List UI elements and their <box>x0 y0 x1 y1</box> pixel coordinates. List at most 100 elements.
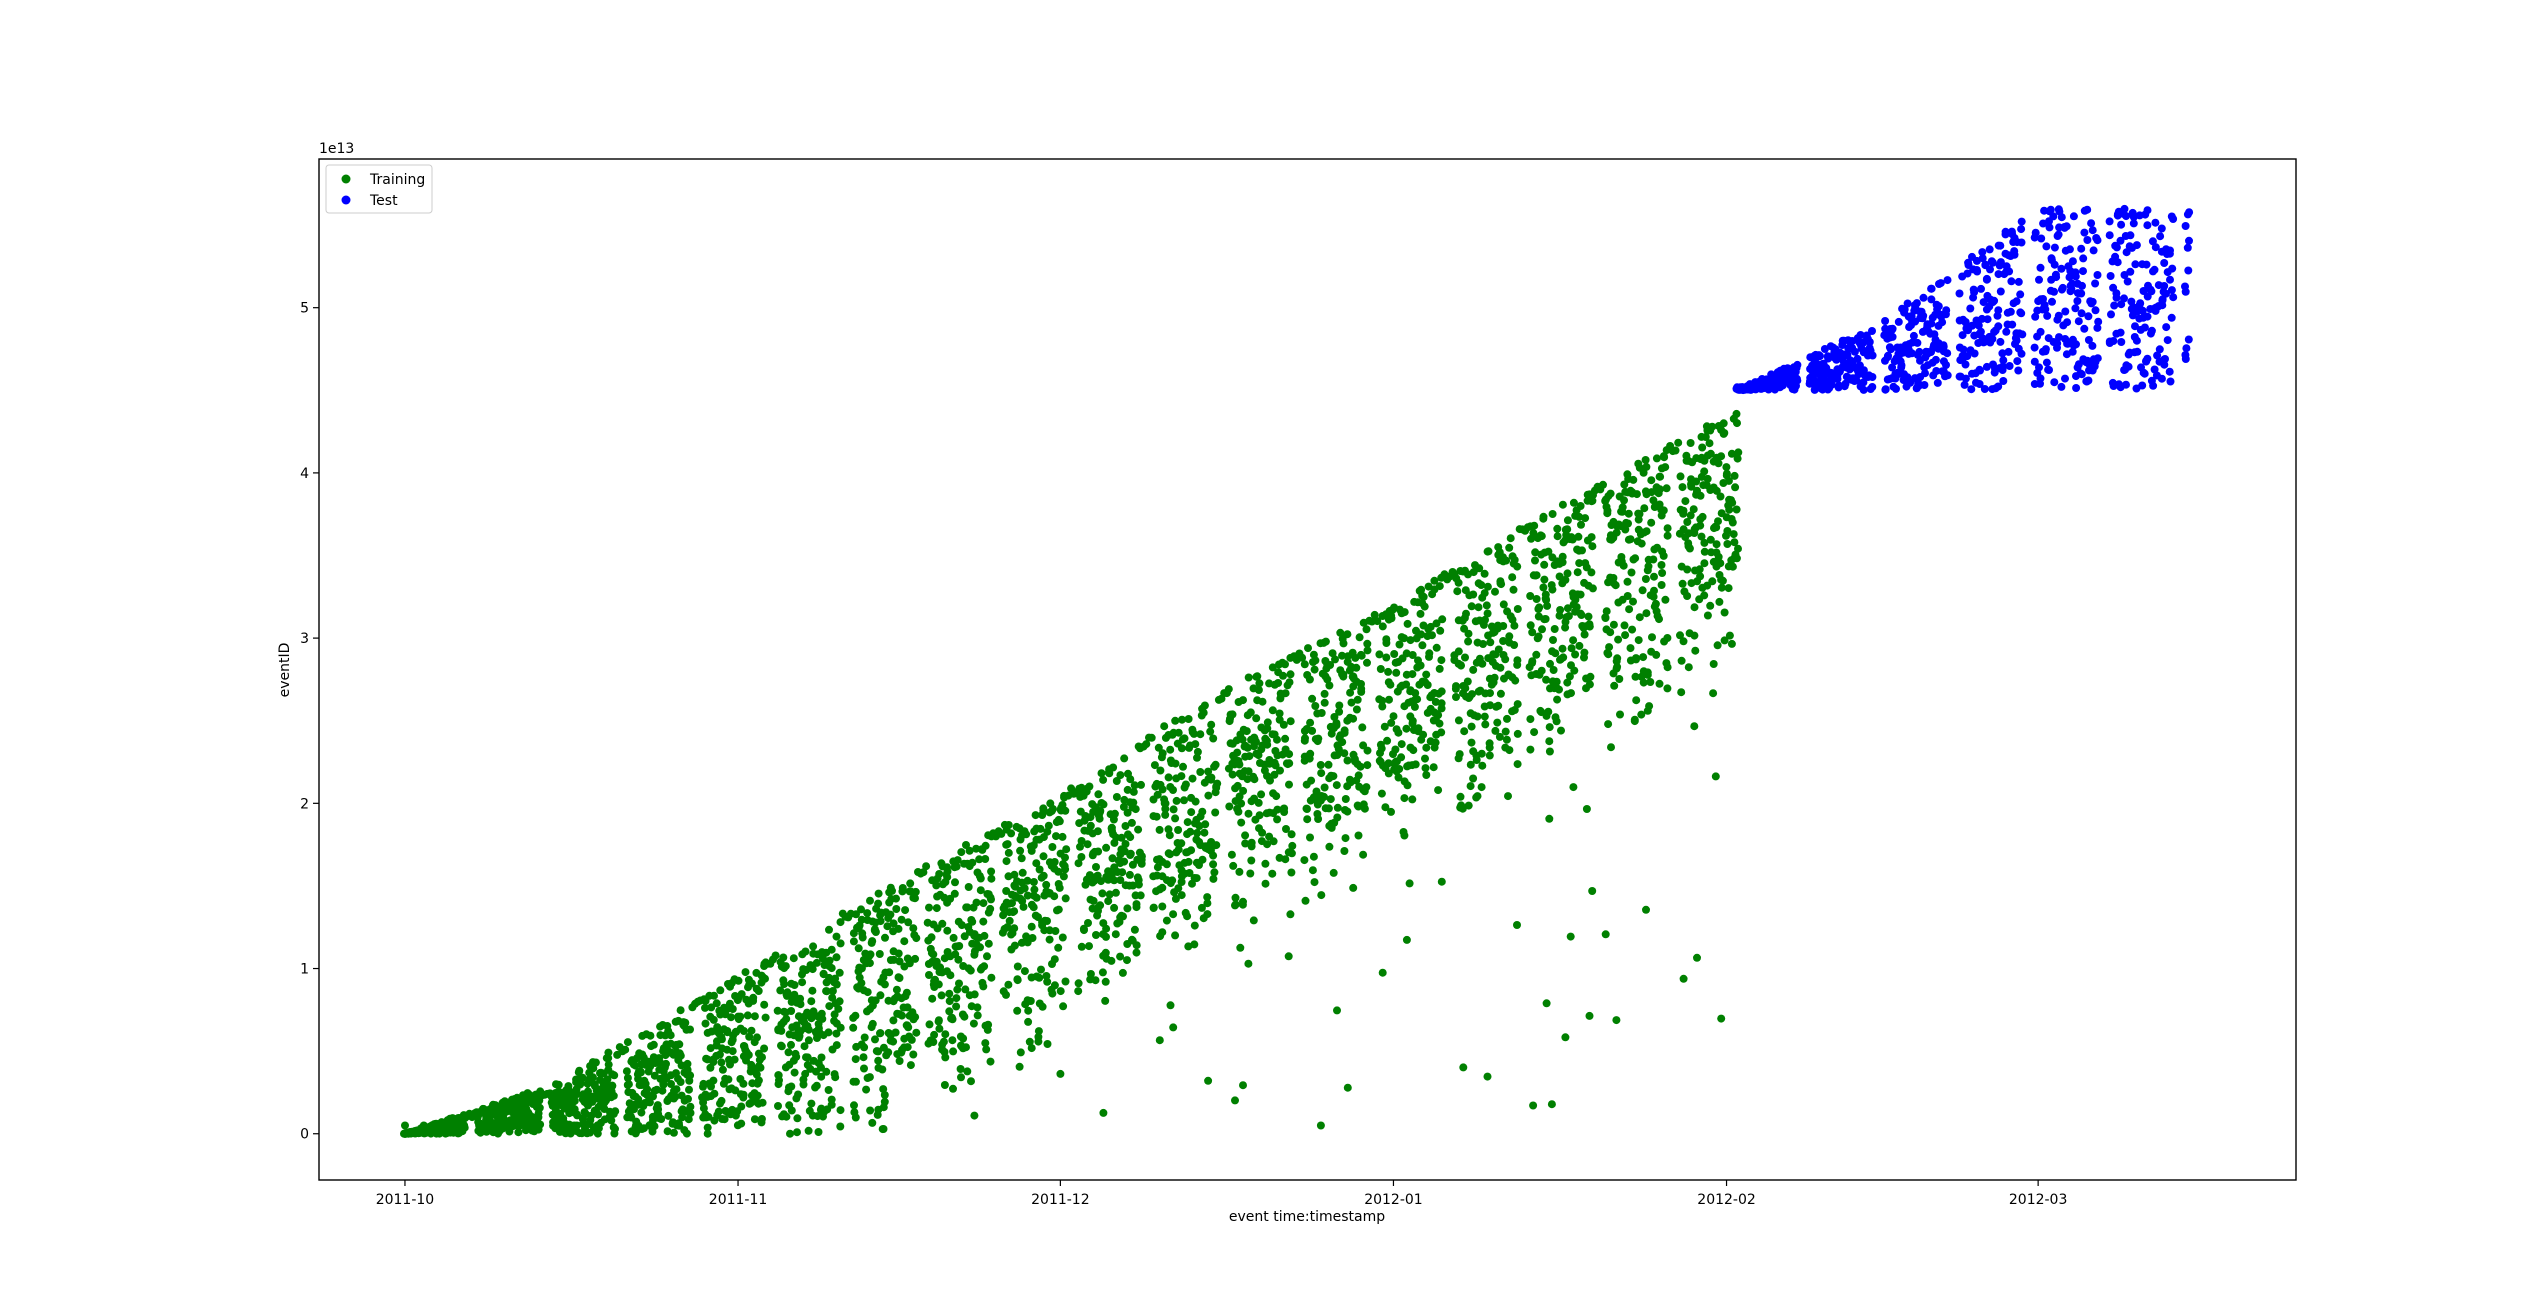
y-tick-label: 5 <box>300 301 309 317</box>
training-point <box>1023 891 1032 900</box>
training-point <box>1403 781 1412 790</box>
test-point <box>1994 382 2003 391</box>
training-point <box>1236 943 1245 952</box>
training-point <box>1184 857 1193 866</box>
training-point <box>895 957 904 966</box>
training-point <box>1252 672 1261 681</box>
training-point <box>1032 893 1041 902</box>
training-point <box>1244 673 1253 682</box>
training-point <box>874 899 883 908</box>
training-point <box>1640 504 1649 513</box>
test-point <box>2122 380 2130 389</box>
training-point <box>1373 617 1382 626</box>
training-point <box>1111 930 1120 939</box>
training-point <box>1724 584 1733 593</box>
training-point <box>1545 747 1554 756</box>
training-point <box>1714 517 1722 526</box>
training-point <box>803 1022 812 1030</box>
training-series <box>400 409 1743 1138</box>
training-point <box>905 959 914 968</box>
training-point <box>1110 903 1119 912</box>
training-point <box>1613 654 1622 663</box>
training-point <box>1625 605 1634 614</box>
training-point <box>1733 419 1741 428</box>
training-point <box>1541 594 1550 603</box>
test-point <box>2077 309 2086 318</box>
training-point <box>868 1019 877 1028</box>
training-point <box>798 978 807 987</box>
training-point <box>1059 872 1068 881</box>
training-point <box>897 1011 906 1020</box>
training-point <box>911 894 919 903</box>
training-point <box>1717 1014 1726 1023</box>
test-point <box>1865 338 1874 346</box>
training-point <box>1422 670 1431 679</box>
training-point <box>1723 527 1732 535</box>
training-point <box>851 1113 860 1122</box>
test-point <box>1938 318 1947 327</box>
training-point <box>1196 730 1205 739</box>
training-point <box>1655 615 1663 624</box>
training-point <box>1727 515 1736 523</box>
training-point <box>1054 867 1063 876</box>
training-point <box>1111 888 1120 897</box>
test-point <box>1990 296 1999 305</box>
training-point <box>1270 758 1279 767</box>
test-point <box>2042 242 2051 251</box>
training-point <box>1438 615 1447 624</box>
training-point <box>1681 497 1690 506</box>
training-point <box>1481 720 1490 729</box>
training-point <box>1119 802 1128 811</box>
training-point <box>1434 786 1443 795</box>
training-point <box>1420 602 1429 611</box>
training-point <box>886 910 895 919</box>
training-point <box>1339 639 1348 648</box>
test-point <box>2042 358 2051 367</box>
training-point <box>1395 765 1404 773</box>
training-point <box>1235 867 1244 876</box>
training-point <box>1690 722 1699 731</box>
training-point <box>1601 930 1610 939</box>
test-point <box>1982 274 1991 283</box>
training-point <box>1720 608 1729 617</box>
training-point <box>1531 548 1540 557</box>
training-point <box>1317 709 1326 717</box>
training-point <box>1192 874 1201 883</box>
x-tick-label: 2011-11 <box>709 1192 768 1208</box>
training-point <box>717 1033 726 1042</box>
training-point <box>1581 514 1590 523</box>
test-point <box>2166 377 2175 386</box>
training-point <box>1547 581 1556 590</box>
training-point <box>1730 471 1739 480</box>
training-point <box>1227 850 1236 859</box>
training-point <box>1695 565 1704 574</box>
test-point <box>2138 306 2147 315</box>
training-point <box>1563 604 1572 613</box>
training-point <box>1526 621 1535 630</box>
training-point <box>814 1128 823 1136</box>
training-point <box>1316 761 1325 769</box>
training-point <box>812 958 821 967</box>
training-point <box>1725 631 1734 640</box>
training-point <box>1177 744 1186 753</box>
training-point <box>1400 794 1409 803</box>
training-point <box>1428 631 1436 640</box>
training-point <box>1043 917 1051 925</box>
training-point <box>1128 935 1136 944</box>
test-point <box>2087 219 2096 228</box>
test-point <box>2073 363 2082 372</box>
training-point <box>1101 996 1110 1005</box>
training-point <box>737 1102 746 1111</box>
training-point <box>1621 631 1630 640</box>
training-point <box>1363 761 1372 770</box>
training-point <box>945 989 954 998</box>
training-point <box>957 921 966 930</box>
training-point <box>1309 852 1318 861</box>
training-point <box>1642 527 1651 536</box>
training-point <box>1587 568 1596 577</box>
training-point <box>1683 565 1692 574</box>
test-point <box>2150 265 2159 274</box>
training-point <box>1029 903 1038 912</box>
training-point <box>1552 717 1561 726</box>
training-point <box>1207 720 1216 729</box>
